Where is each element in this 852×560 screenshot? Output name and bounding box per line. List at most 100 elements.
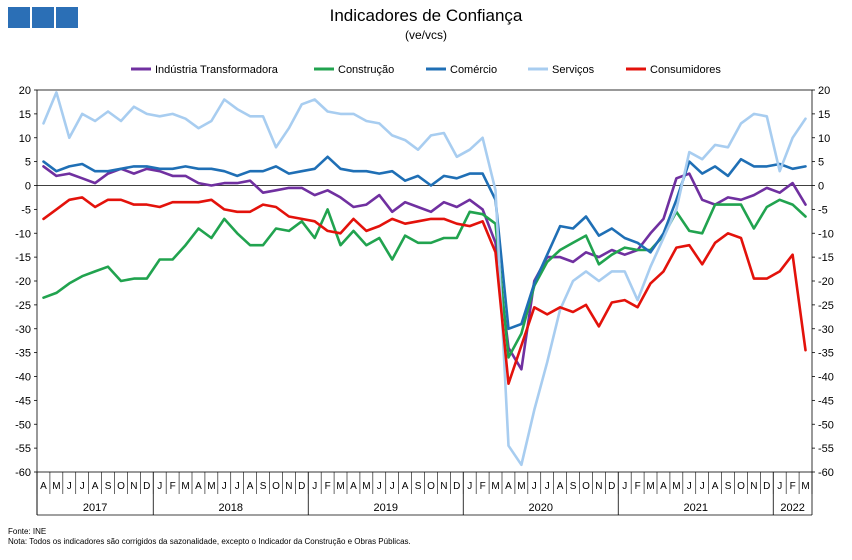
legend-label: Construção: [338, 64, 394, 76]
y-tick-label: 15: [19, 109, 31, 121]
y-tick-label-right: -60: [818, 467, 834, 479]
y-tick-label: -20: [15, 276, 31, 288]
y-tick-label: -15: [15, 252, 31, 264]
square-icon: [56, 7, 78, 28]
y-tick-label: -40: [15, 372, 31, 384]
square-icon: [8, 7, 30, 28]
x-tick-label: O: [582, 481, 590, 492]
x-tick-label: M: [181, 481, 189, 492]
y-tick-label-right: 5: [818, 157, 824, 169]
footnote: Nota: Todos os indicadores são corrigido…: [8, 537, 411, 546]
y-tick-label-right: 20: [818, 85, 830, 97]
x-tick-label: M: [52, 481, 60, 492]
y-tick-label-right: -35: [818, 348, 834, 360]
x-tick-label: O: [737, 481, 745, 492]
x-tick-label: J: [545, 481, 550, 492]
x-tick-label: M: [336, 481, 344, 492]
x-tick-label: M: [672, 481, 680, 492]
legend-label: Comércio: [450, 64, 497, 76]
y-tick-label: -45: [15, 395, 31, 407]
y-tick-label-right: -30: [818, 324, 834, 336]
y-tick-label: 0: [25, 181, 31, 193]
year-label: 2021: [684, 502, 708, 514]
x-tick-label: J: [312, 481, 317, 492]
square-icon: [32, 7, 54, 28]
y-tick-label-right: 15: [818, 109, 830, 121]
y-tick-label-right: 0: [818, 181, 824, 193]
x-tick-label: A: [660, 481, 667, 492]
y-tick-label-right: -20: [818, 276, 834, 288]
x-tick-label: F: [635, 481, 641, 492]
x-tick-label: D: [143, 481, 150, 492]
x-tick-label: F: [790, 481, 796, 492]
year-label: 2018: [219, 502, 243, 514]
year-label: 2022: [780, 502, 804, 514]
x-tick-label: D: [763, 481, 770, 492]
x-tick-label: J: [390, 481, 395, 492]
x-tick-label: J: [222, 481, 227, 492]
x-tick-label: A: [92, 481, 99, 492]
year-label: 2017: [83, 502, 107, 514]
x-tick-label: O: [117, 481, 125, 492]
y-tick-label: -10: [15, 228, 31, 240]
source-note: Fonte: INE: [8, 527, 47, 536]
x-tick-label: J: [67, 481, 72, 492]
series-line-3: [42, 91, 807, 467]
x-tick-label: N: [595, 481, 602, 492]
y-tick-label-right: -5: [818, 204, 828, 216]
legend-label: Consumidores: [650, 64, 721, 76]
x-tick-label: J: [467, 481, 472, 492]
y-tick-label: -25: [15, 300, 31, 312]
x-tick-label: J: [80, 481, 85, 492]
x-tick-label: A: [505, 481, 512, 492]
x-tick-label: J: [687, 481, 692, 492]
x-tick-label: F: [170, 481, 176, 492]
x-tick-label: M: [646, 481, 654, 492]
x-tick-label: N: [750, 481, 757, 492]
y-tick-label-right: -55: [818, 443, 834, 455]
y-tick-label: 10: [19, 133, 31, 145]
series-line-4: [42, 196, 807, 386]
y-tick-label-right: -45: [818, 395, 834, 407]
series-line-0: [42, 165, 807, 371]
x-tick-label: D: [608, 481, 615, 492]
chart-title: Indicadores de Confiança: [329, 6, 523, 25]
x-tick-label: J: [700, 481, 705, 492]
x-tick-label: D: [453, 481, 460, 492]
x-tick-label: A: [350, 481, 357, 492]
x-tick-label: F: [325, 481, 331, 492]
x-tick-label: A: [402, 481, 409, 492]
x-tick-label: D: [298, 481, 305, 492]
x-tick-label: M: [801, 481, 809, 492]
x-tick-label: M: [491, 481, 499, 492]
x-tick-label: M: [362, 481, 370, 492]
x-tick-label: O: [272, 481, 280, 492]
x-tick-label: N: [130, 481, 137, 492]
y-tick-label-right: -40: [818, 372, 834, 384]
x-tick-label: A: [195, 481, 202, 492]
x-tick-label: J: [532, 481, 537, 492]
y-tick-label: -55: [15, 443, 31, 455]
plot-area: [36, 89, 813, 473]
y-tick-label: -5: [21, 204, 31, 216]
x-tick-label: S: [570, 481, 577, 492]
x-tick-label: J: [777, 481, 782, 492]
y-tick-label: -50: [15, 419, 31, 431]
y-tick-label-right: -50: [818, 419, 834, 431]
y-tick-label: -30: [15, 324, 31, 336]
year-label: 2020: [529, 502, 553, 514]
x-tick-label: J: [377, 481, 382, 492]
y-tick-label-right: -10: [818, 228, 834, 240]
x-tick-label: S: [725, 481, 732, 492]
x-tick-label: O: [427, 481, 435, 492]
x-tick-label: N: [440, 481, 447, 492]
x-tick-label: A: [712, 481, 719, 492]
x-tick-label: F: [480, 481, 486, 492]
x-tick-label: J: [157, 481, 162, 492]
x-tick-label: M: [517, 481, 525, 492]
legend-label: Indústria Transformadora: [155, 64, 279, 76]
year-label: 2019: [374, 502, 398, 514]
x-tick-label: N: [285, 481, 292, 492]
y-tick-label: 5: [25, 157, 31, 169]
